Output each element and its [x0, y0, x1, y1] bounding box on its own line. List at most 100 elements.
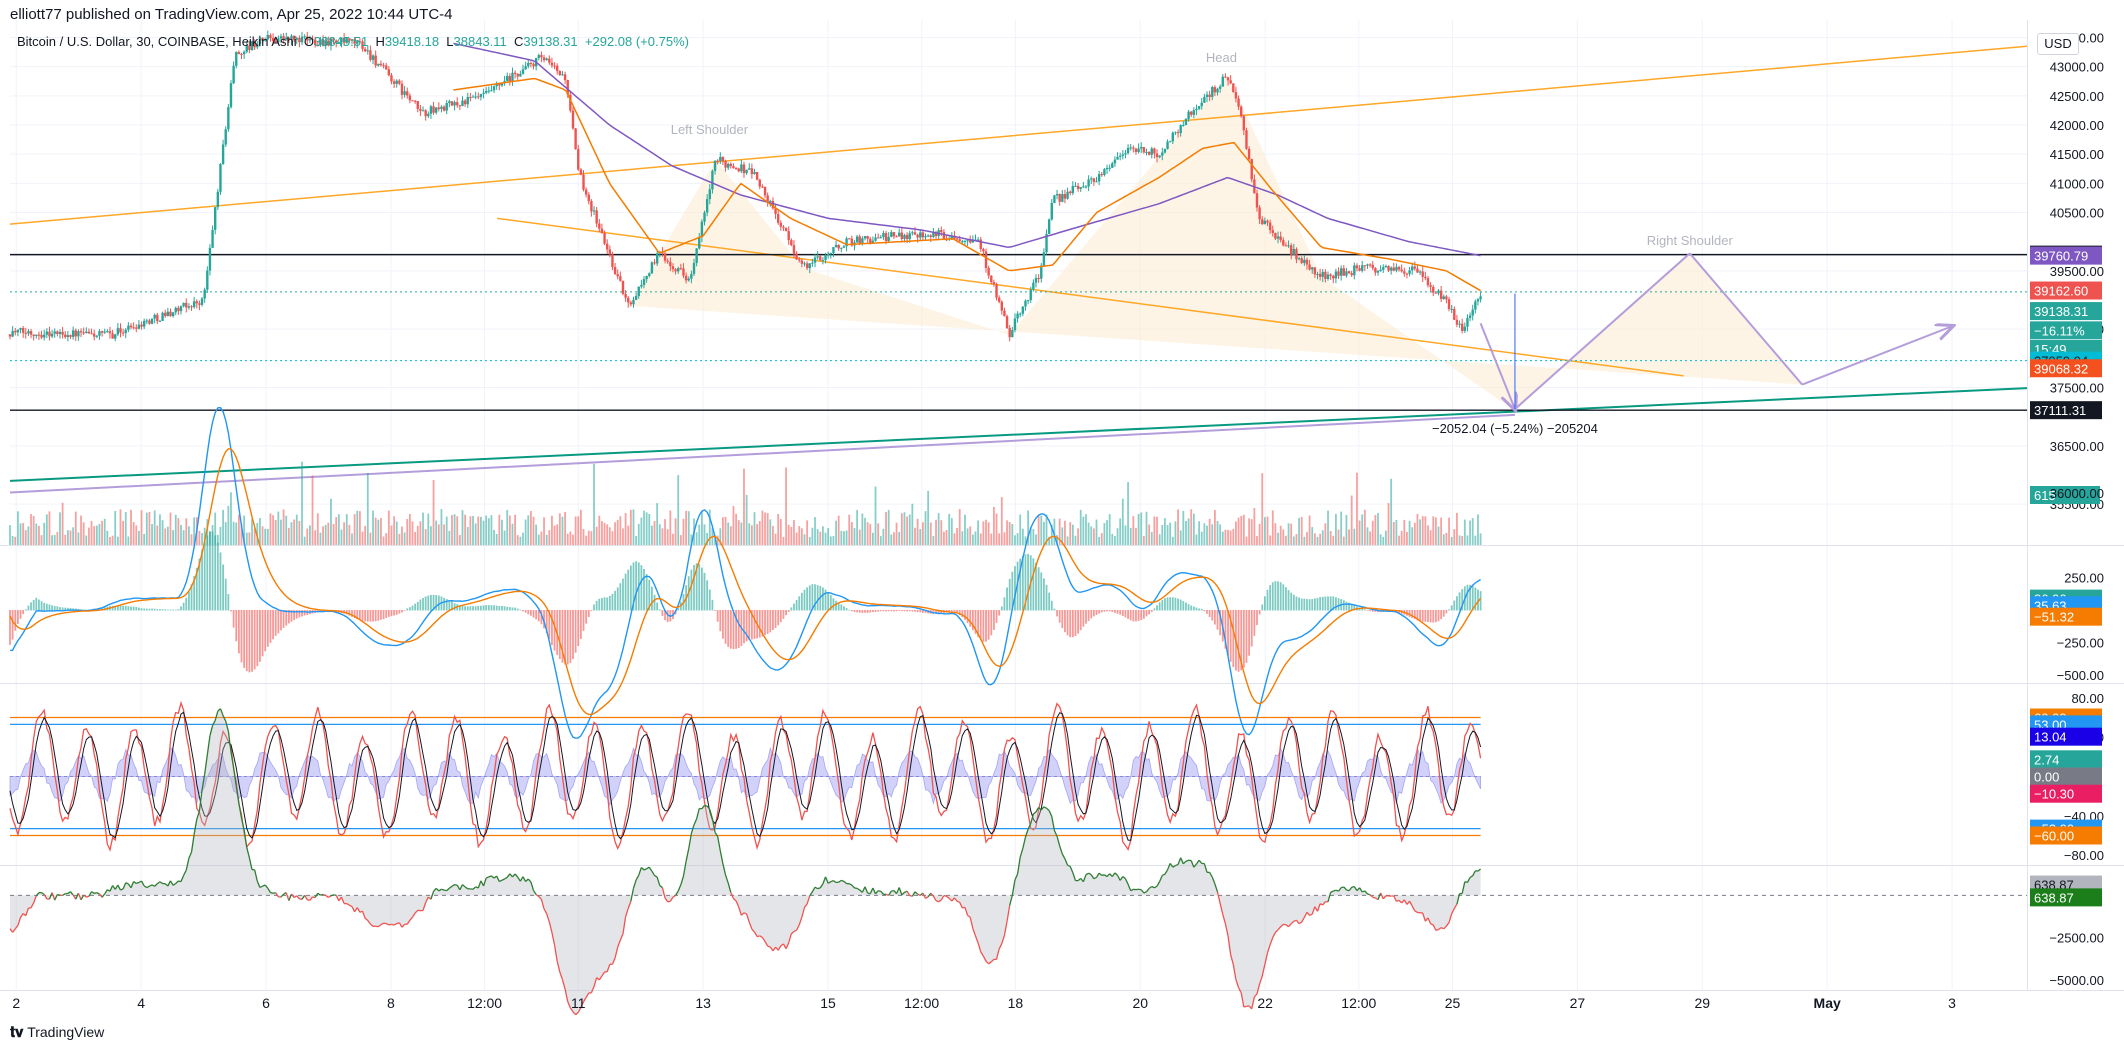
- mom-segment: [293, 895, 298, 899]
- volume-bar: [990, 533, 993, 545]
- mom-segment: [1430, 923, 1434, 926]
- volume-bar: [19, 523, 22, 545]
- mom-segment: [569, 1007, 574, 1013]
- pane-dividers: [0, 20, 2124, 991]
- volume-bar: [606, 524, 609, 545]
- volume-bar: [1164, 518, 1166, 545]
- macd-pane[interactable]: [9, 406, 1482, 739]
- volume-bar: [553, 525, 556, 545]
- volume-bar: [427, 513, 430, 545]
- mom-segment: [769, 946, 774, 952]
- volume-bar: [914, 527, 916, 545]
- mom-segment: [567, 1001, 571, 1009]
- x-tick-label: 12:00: [904, 995, 939, 1011]
- macd-histogram-bar: [866, 609, 869, 614]
- macd-histogram-bar: [1424, 609, 1427, 622]
- candle-body: [621, 280, 625, 294]
- volume-bar: [664, 519, 666, 545]
- volume-bar: [1074, 535, 1077, 545]
- volume-bar: [1327, 510, 1329, 545]
- price-tick-label: 42000.00: [2050, 118, 2104, 133]
- price-axis[interactable]: 35500.0036500.0037500.0038500.0039500.00…: [2030, 31, 2104, 988]
- volume-bar: [1369, 531, 1372, 545]
- mom-segment: [1104, 874, 1108, 878]
- oscillator-pane[interactable]: [9, 700, 1482, 852]
- macd-histogram-bar: [590, 609, 593, 611]
- macd-histogram-bar: [501, 605, 503, 611]
- symbol-title[interactable]: Bitcoin / U.S. Dollar, 30, COINBASE, Hei…: [17, 34, 297, 49]
- volume-bar: [695, 532, 698, 545]
- mom-segment: [462, 884, 466, 888]
- mom-segment: [1235, 979, 1240, 988]
- volume-bar: [814, 517, 816, 545]
- candle-body: [1437, 290, 1440, 294]
- momentum-pane[interactable]: [9, 708, 2027, 1016]
- candle-body: [53, 331, 56, 334]
- candle-body: [984, 251, 988, 268]
- macd-histogram-bar: [127, 606, 130, 611]
- mom-segment: [25, 907, 30, 916]
- time-axis[interactable]: 2 4 6 8 12:00 11 13 15 12:00 18 20 22 12:00 25 27 29 May…: [12, 995, 1956, 1011]
- mom-segment: [753, 931, 758, 937]
- candle-body: [1371, 264, 1374, 269]
- macd-histogram-bar: [1319, 597, 1322, 611]
- price-tick-label: 41000.00: [2050, 176, 2104, 191]
- candle-body: [21, 328, 25, 333]
- macd-histogram-bar: [1095, 609, 1098, 616]
- volume-bar: [116, 536, 119, 545]
- candle-body: [295, 38, 298, 40]
- macd-histogram-bar: [743, 609, 745, 644]
- mom-segment: [230, 751, 235, 768]
- candle-body: [897, 232, 901, 237]
- mom-segment: [690, 824, 695, 834]
- volume-bar: [656, 503, 659, 545]
- mom-segment: [1288, 923, 1292, 928]
- macd-histogram-bar: [735, 609, 737, 649]
- mom-segment: [680, 875, 685, 885]
- volume-bar: [1308, 515, 1311, 545]
- mom-segment: [330, 894, 334, 897]
- mom-segment: [1056, 836, 1061, 847]
- macd-histogram-bar: [1053, 608, 1056, 611]
- macd-histogram-bar: [432, 594, 435, 611]
- mom-segment: [777, 945, 782, 951]
- volume-bar: [143, 533, 146, 545]
- volume-bar: [1171, 536, 1174, 545]
- volume-bar: [185, 518, 188, 545]
- tradingview-footer[interactable]: 𝐭𝐯 TradingView: [10, 1024, 104, 1041]
- volume-bar: [853, 528, 856, 545]
- macd-histogram-bar: [61, 607, 64, 611]
- price-tick-label: 43000.00: [2050, 60, 2104, 75]
- candle-body: [1363, 265, 1367, 267]
- candle-body: [782, 226, 785, 228]
- macd-histogram-bar: [761, 609, 764, 637]
- macd-histogram-bar: [274, 609, 277, 636]
- candle-body: [892, 232, 896, 237]
- mom-segment: [188, 851, 193, 859]
- candle-body: [366, 50, 369, 52]
- macd-histogram-bar: [448, 600, 451, 611]
- pattern-label: Right Shoulder: [1647, 233, 1734, 248]
- volume-bar: [1092, 528, 1095, 545]
- currency-button[interactable]: USD: [2037, 33, 2079, 55]
- macd-histogram-bar: [56, 606, 59, 611]
- candle-body: [1029, 289, 1032, 301]
- mom-segment: [743, 912, 747, 915]
- volume-bar: [661, 528, 664, 545]
- macd-histogram-bar: [979, 609, 982, 640]
- candle-body: [763, 186, 767, 196]
- macd-histogram-bar: [114, 605, 117, 611]
- mom-segment: [577, 1007, 582, 1013]
- candle-body: [671, 266, 675, 270]
- macd-histogram-bar: [753, 609, 756, 640]
- macd-histogram-bar: [795, 600, 798, 611]
- mom-segment: [553, 945, 558, 962]
- projection-arrow: [1801, 326, 1952, 386]
- macd-histogram-bar: [1174, 597, 1177, 611]
- volume-bar: [85, 535, 88, 545]
- candle-body: [1037, 278, 1040, 280]
- candle-body: [1024, 300, 1027, 307]
- macd-histogram-bar: [201, 549, 203, 611]
